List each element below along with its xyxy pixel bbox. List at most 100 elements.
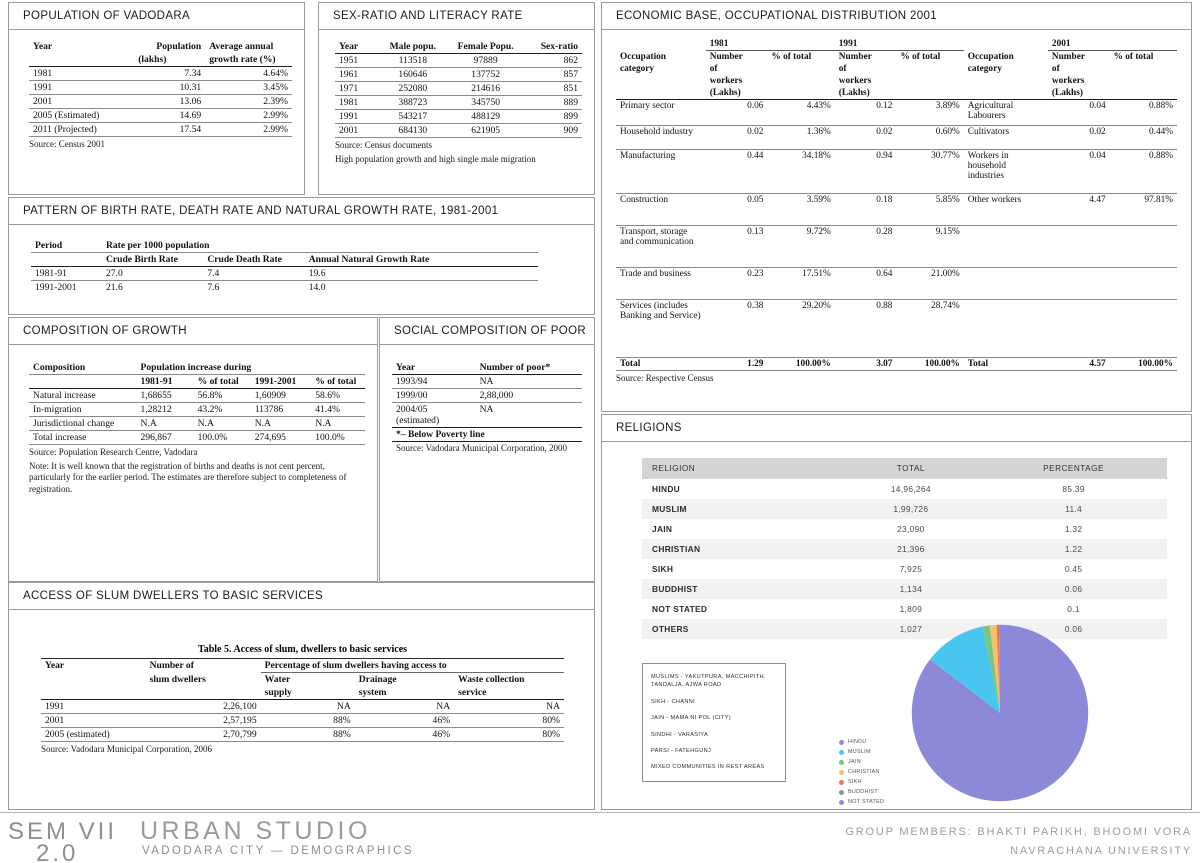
source-note-sexratio: Source: Census documents bbox=[335, 140, 432, 150]
pie-slice-sikh bbox=[996, 624, 1000, 713]
th-drainage: Drainage bbox=[358, 674, 397, 685]
cell-cbr: 27.0 bbox=[101, 266, 204, 281]
th-year-2001: 2001 bbox=[1047, 38, 1177, 51]
th-religion: RELIGION bbox=[642, 458, 842, 479]
cell-total-n01: 4.57 bbox=[1047, 357, 1110, 371]
th-blank3 bbox=[145, 686, 261, 700]
community-line: MIXED COMMUNITIES IN REST AREAS bbox=[651, 764, 765, 771]
cell-water: NA bbox=[260, 699, 355, 714]
cell-p1: 100.0% bbox=[193, 430, 251, 445]
cell-year: 2005 (Estimated) bbox=[29, 108, 135, 123]
cell-n01: 4.47 bbox=[1047, 193, 1110, 226]
cell-percentage: 1.32 bbox=[1064, 524, 1083, 534]
spacer bbox=[964, 75, 1048, 87]
cell-pop: 10.31 bbox=[134, 80, 206, 95]
th-lakhs-01: (Lakhs) bbox=[1047, 87, 1110, 100]
th-drainage-l2: system bbox=[354, 686, 455, 700]
cell-percentage: 85.39 bbox=[1062, 484, 1085, 494]
cell-n81: 0.23 bbox=[705, 267, 768, 300]
cell-p01 bbox=[1109, 267, 1177, 300]
cell-p1: N.A bbox=[193, 416, 251, 431]
th-lakhs-91: (Lakhs) bbox=[834, 87, 897, 100]
cell-occ-cat-2001: Agricultural Labourers bbox=[963, 99, 1048, 126]
cell-growth: 4.64% bbox=[205, 66, 292, 81]
cell-v2: 274,695 bbox=[250, 430, 312, 445]
th-1981-91: 1981-91 bbox=[136, 374, 194, 389]
source-note-poor: Source: Vadodara Municipal Corporation, … bbox=[396, 443, 568, 453]
table-row: 1991 10.31 3.45% bbox=[29, 80, 292, 95]
cell-p01: 0.88% bbox=[1109, 149, 1177, 194]
cell-p1: 43.2% bbox=[193, 402, 251, 417]
table-row: 2001 2,57,195 88% 46% 80% bbox=[41, 713, 564, 728]
table-row: Construction 0.05 3.59% 0.18 5.85% Other… bbox=[616, 193, 1177, 226]
cell-n81: 0.05 bbox=[705, 193, 768, 226]
legend-swatch-christian bbox=[839, 769, 844, 775]
cell-total: 1,027 bbox=[899, 624, 923, 634]
table-row: 1951 113518 97889 862 bbox=[335, 53, 582, 68]
cell-cdr: 7.6 bbox=[207, 282, 220, 293]
table-row: Jurisdictional change N.A N.A N.A N.A bbox=[29, 416, 365, 431]
cell-year: 1981 bbox=[335, 95, 377, 110]
cell-total: 21,396 bbox=[897, 544, 925, 554]
th-num-of-01: of bbox=[1051, 64, 1060, 74]
community-line: PARSI - FATEHGUNJ bbox=[651, 747, 712, 754]
table-row: 2001 13.06 2.39% bbox=[29, 94, 292, 109]
cell-n91: 0.18 bbox=[834, 193, 897, 226]
cell-religion: BUDDHIST bbox=[652, 584, 698, 594]
cell-n01 bbox=[1047, 267, 1110, 300]
cell-v1: 296,867 bbox=[136, 430, 194, 445]
cell-female: 214616 bbox=[448, 81, 523, 96]
communities-legend-box: MUSLIMS - YAKUTPURA, MACCHIPITH, TANDALJ… bbox=[642, 663, 786, 782]
th-water: Water bbox=[264, 674, 291, 685]
cell-angr: 19.6 bbox=[304, 266, 538, 281]
cell-waste: NA bbox=[454, 699, 564, 714]
cell-religion: MUSLIM bbox=[652, 504, 687, 514]
cell-p2: 41.4% bbox=[311, 402, 365, 417]
footer-divider bbox=[0, 812, 1200, 813]
table-row: Trade and business 0.23 17.51% 0.64 21.0… bbox=[616, 267, 1177, 300]
legend-swatch-jain bbox=[839, 759, 844, 765]
cell-year: 2011 (Projected) bbox=[29, 122, 135, 137]
table-row: CHRISTIAN 21,396 1.22 bbox=[642, 539, 1167, 559]
cell-p81: 17.51% bbox=[767, 267, 835, 300]
table-row: 1991-2001 21.6 7.6 14.0 bbox=[31, 281, 538, 295]
cell-percentage: 11.4 bbox=[1065, 504, 1083, 514]
th-rate-group: Rate per 1000 population bbox=[101, 239, 538, 253]
table-row: 2005 (Estimated) 14.69 2.99% bbox=[29, 108, 292, 123]
legend-label: CHRISTIAN bbox=[848, 769, 880, 775]
cell-v2: 1,60909 bbox=[250, 388, 312, 403]
cell-p91: 5.85% bbox=[896, 193, 964, 226]
religions-header-row: RELIGION TOTAL PERCENTAGE bbox=[642, 458, 1167, 479]
religions-table: RELIGION TOTAL PERCENTAGE HINDU 14,96,26… bbox=[642, 458, 1167, 639]
sexratio-table: Year Male popu. Female Popu. Sex-ratio 1… bbox=[335, 40, 582, 138]
cell-cbr: 21.6 bbox=[105, 282, 123, 293]
th-pct-01: % of total bbox=[1113, 52, 1154, 62]
cell-female: 621905 bbox=[448, 123, 523, 138]
panel-religions: RELIGIONS RELIGION TOTAL PERCENTAGE HIND… bbox=[601, 414, 1192, 810]
th-occ-category: Occupation bbox=[620, 51, 666, 62]
table-row: Natural increase 1,68655 56.8% 1,60909 5… bbox=[29, 388, 365, 403]
cell-growth: 2.39% bbox=[205, 94, 292, 109]
cell-ratio: 889 bbox=[522, 95, 582, 110]
legend-item: SIKH bbox=[839, 777, 884, 787]
table-row: 2004/05 (estimated) NA bbox=[392, 402, 582, 428]
footer-subtitle: VADODARA CITY — DEMOGRAPHICS bbox=[142, 845, 414, 857]
table-row: 1961 160646 137752 857 bbox=[335, 67, 582, 82]
cell-male: 543217 bbox=[376, 109, 449, 124]
table-row: 2005 (estimated) 2,70,799 88% 46% 80% bbox=[41, 727, 564, 742]
cell-growth: 2.99% bbox=[205, 108, 292, 123]
cell-p1: 56.8% bbox=[193, 388, 251, 403]
th-occ-category-2001-l2: category bbox=[967, 64, 1002, 74]
spacer bbox=[767, 87, 835, 100]
source-note-economic: Source: Respective Census bbox=[616, 373, 714, 383]
th-workers-91: workers bbox=[838, 76, 872, 86]
cell-num: 2,26,100 bbox=[145, 699, 261, 714]
legend-item: MUSLIM bbox=[839, 747, 884, 757]
birthrate-table: Period Rate per 1000 population Crude Bi… bbox=[31, 239, 538, 294]
th-cdr: Crude Death Rate bbox=[203, 252, 305, 267]
table-row: Services (includes Banking and Service) … bbox=[616, 299, 1177, 358]
growth-table: Composition Population increase during 1… bbox=[29, 361, 365, 445]
th-workers-01: workers bbox=[1051, 76, 1085, 86]
table-row-total: Total 1.29 100.00% 3.07 100.00% Total 4.… bbox=[616, 357, 1177, 371]
cell-year: 1991 bbox=[335, 109, 377, 124]
